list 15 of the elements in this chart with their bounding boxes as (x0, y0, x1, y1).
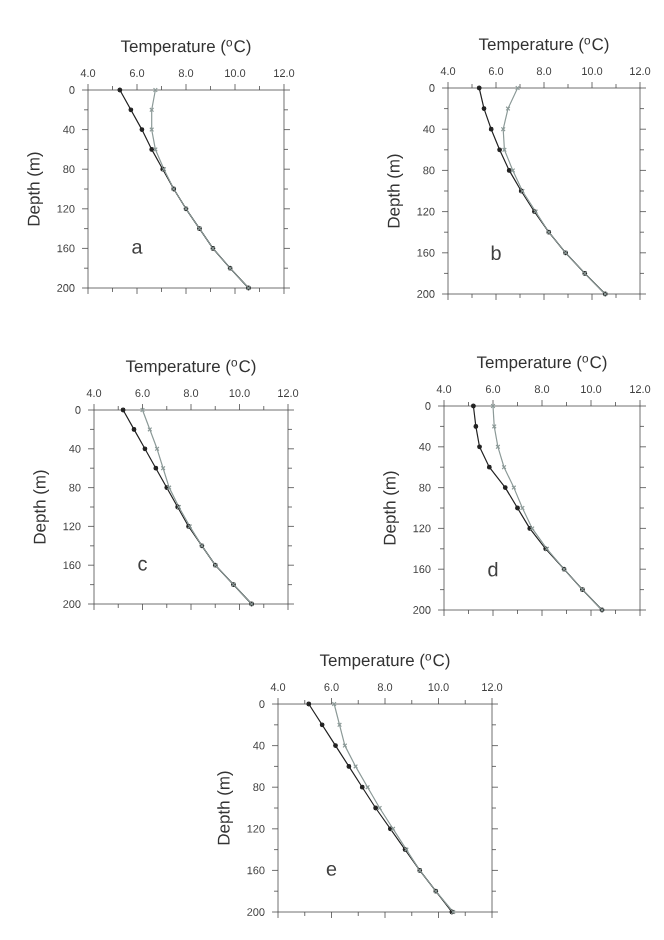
y-axis-title: Depth (m) (27, 152, 43, 226)
annotation: e (326, 864, 337, 876)
x-axis-title: Temperature ($^{o}$C) (125, 359, 256, 376)
annotation: a (132, 242, 143, 254)
x-axis-title: Temperature ($^{o}$C) (478, 37, 609, 54)
x-axis-title: Temperature ($^{o}$C) (319, 653, 450, 670)
y-axis-title: Depth (m) (387, 154, 404, 228)
y-axis-title: Depth (m) (217, 771, 233, 845)
y-axis-title: Depth (m) (383, 471, 400, 545)
y-axis-title: Depth (m) (33, 470, 49, 544)
x-axis-title: Temperature ($^{o}$C) (476, 355, 607, 372)
annotation: c (138, 559, 147, 571)
x-axis-title: Temperature ($^{o}$C) (120, 39, 251, 56)
annotation: d (488, 561, 498, 577)
annotation: b (491, 245, 501, 261)
